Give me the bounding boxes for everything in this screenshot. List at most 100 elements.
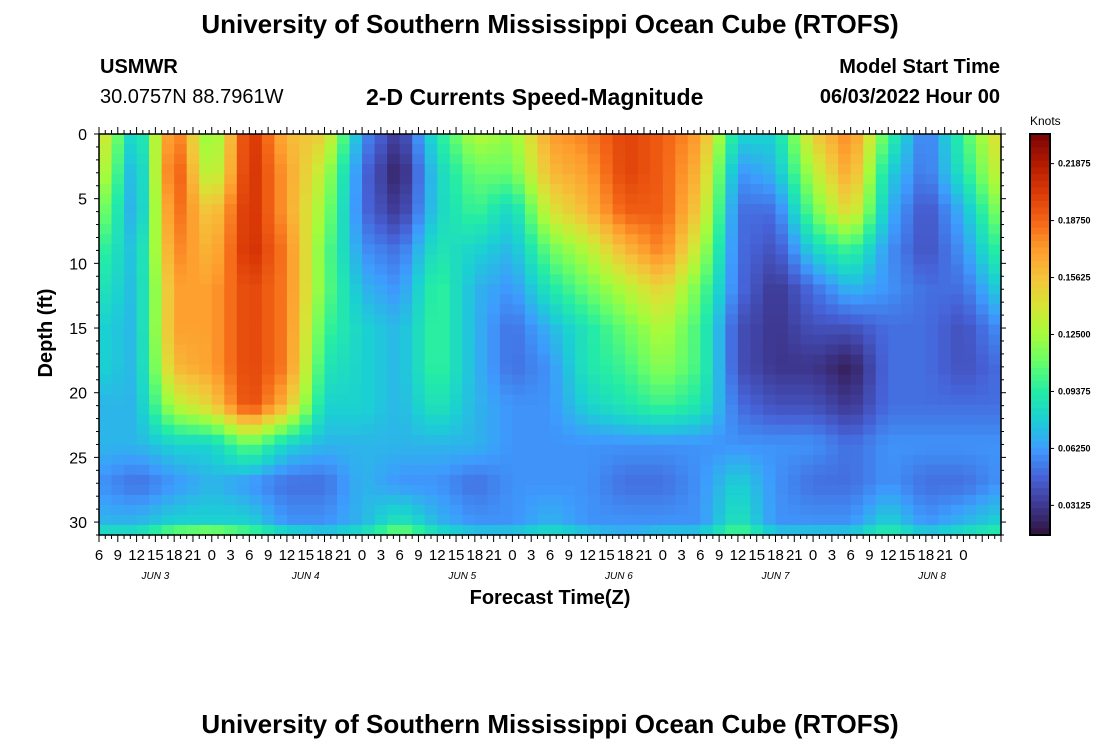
heatmap-cell xyxy=(813,384,827,396)
heatmap-cell xyxy=(311,324,326,336)
heatmap-cell xyxy=(725,404,739,416)
heatmap-cell xyxy=(537,284,551,296)
heatmap-cell xyxy=(224,274,238,285)
heatmap-cell xyxy=(662,354,676,366)
colorbar-segment xyxy=(1030,494,1050,503)
heatmap-cell xyxy=(362,454,376,466)
heatmap-cell xyxy=(374,384,388,396)
heatmap-cell xyxy=(274,294,288,306)
heatmap-cell xyxy=(988,474,1002,486)
heatmap-cell xyxy=(224,144,238,155)
heatmap-cell xyxy=(99,294,113,306)
heatmap-cell xyxy=(499,174,514,185)
heatmap-cell xyxy=(174,204,188,215)
heatmap-cell xyxy=(737,444,752,456)
heatmap-cell xyxy=(925,344,939,356)
heatmap-cell xyxy=(775,504,789,516)
heatmap-cell xyxy=(286,134,301,145)
heatmap-cell xyxy=(337,174,351,185)
heatmap-cell xyxy=(349,404,363,416)
heatmap-cell xyxy=(286,274,301,285)
heatmap-cell xyxy=(725,294,739,306)
heatmap-cell xyxy=(975,404,990,416)
heatmap-cell xyxy=(374,164,388,175)
heatmap-cell xyxy=(324,514,338,526)
heatmap-cell xyxy=(675,454,689,466)
heatmap-cell xyxy=(700,464,714,476)
heatmap-cell xyxy=(988,224,1002,235)
heatmap-cell xyxy=(99,194,113,205)
heatmap-cell xyxy=(374,214,388,225)
heatmap-cell xyxy=(988,284,1002,296)
heatmap-cell xyxy=(512,274,526,285)
heatmap-cell xyxy=(800,194,814,205)
heatmap-cell xyxy=(161,374,175,386)
heatmap-cell xyxy=(236,314,250,326)
heatmap-cell xyxy=(788,324,802,336)
heatmap-cell xyxy=(562,314,576,326)
heatmap-cell xyxy=(537,264,551,275)
heatmap-cell xyxy=(174,184,188,195)
heatmap-cell xyxy=(111,354,125,366)
heatmap-cell xyxy=(224,204,238,215)
heatmap-cell xyxy=(975,284,990,296)
heatmap-cell xyxy=(888,204,902,215)
heatmap-cell xyxy=(111,464,125,476)
heatmap-cell xyxy=(524,504,539,516)
heatmap-cell xyxy=(186,164,200,175)
colorbar-segment xyxy=(1030,147,1050,155)
heatmap-cell xyxy=(612,294,626,306)
heatmap-cell xyxy=(286,244,301,255)
heatmap-cell xyxy=(474,214,488,225)
heatmap-cell xyxy=(286,284,301,296)
heatmap-cell xyxy=(788,334,802,346)
heatmap-cell xyxy=(249,384,263,396)
heatmap-cell xyxy=(925,434,939,446)
heatmap-cell xyxy=(863,424,877,436)
heatmap-cell xyxy=(149,304,163,316)
heatmap-cell xyxy=(537,154,551,165)
heatmap-cell xyxy=(938,404,952,416)
heatmap-cell xyxy=(286,264,301,275)
heatmap-cell xyxy=(725,384,739,396)
heatmap-cell xyxy=(337,154,351,165)
heatmap-cell xyxy=(838,314,852,326)
heatmap-cell xyxy=(813,354,827,366)
heatmap-cell xyxy=(174,314,188,326)
heatmap-cell xyxy=(337,424,351,436)
heatmap-cell xyxy=(825,294,839,306)
heatmap-cell xyxy=(975,144,990,155)
heatmap-cell xyxy=(374,424,388,436)
heatmap-cell xyxy=(975,514,990,526)
colorbar-segment xyxy=(1030,448,1050,456)
colorbar-segment xyxy=(1030,294,1050,302)
heatmap-cell xyxy=(850,394,864,406)
heatmap-cell xyxy=(537,294,551,306)
heatmap-cell xyxy=(888,384,902,396)
heatmap-cell xyxy=(850,314,864,326)
heatmap-cell xyxy=(762,304,777,316)
heatmap-cell xyxy=(349,454,363,466)
heatmap-cell xyxy=(236,284,250,296)
heatmap-cell xyxy=(637,424,651,436)
heatmap-cell xyxy=(99,524,113,536)
heatmap-cell xyxy=(975,494,990,506)
heatmap-cell xyxy=(424,314,438,326)
heatmap-cell xyxy=(925,474,939,486)
colorbar-segment xyxy=(1030,314,1050,322)
heatmap-cell xyxy=(499,204,514,215)
heatmap-cell xyxy=(211,494,225,506)
heatmap-cell xyxy=(687,494,701,506)
heatmap-cell xyxy=(750,444,764,456)
heatmap-cell xyxy=(575,514,589,526)
heatmap-cell xyxy=(449,134,463,145)
colorbar-segment xyxy=(1030,160,1050,169)
heatmap-cell xyxy=(562,424,576,436)
heatmap-cell xyxy=(600,364,614,376)
heatmap-cell xyxy=(612,234,626,245)
heatmap-cell xyxy=(124,204,138,215)
heatmap-cell xyxy=(813,334,827,346)
heatmap-cell xyxy=(700,384,714,396)
heatmap-cell xyxy=(261,394,275,406)
heatmap-cell xyxy=(337,234,351,245)
